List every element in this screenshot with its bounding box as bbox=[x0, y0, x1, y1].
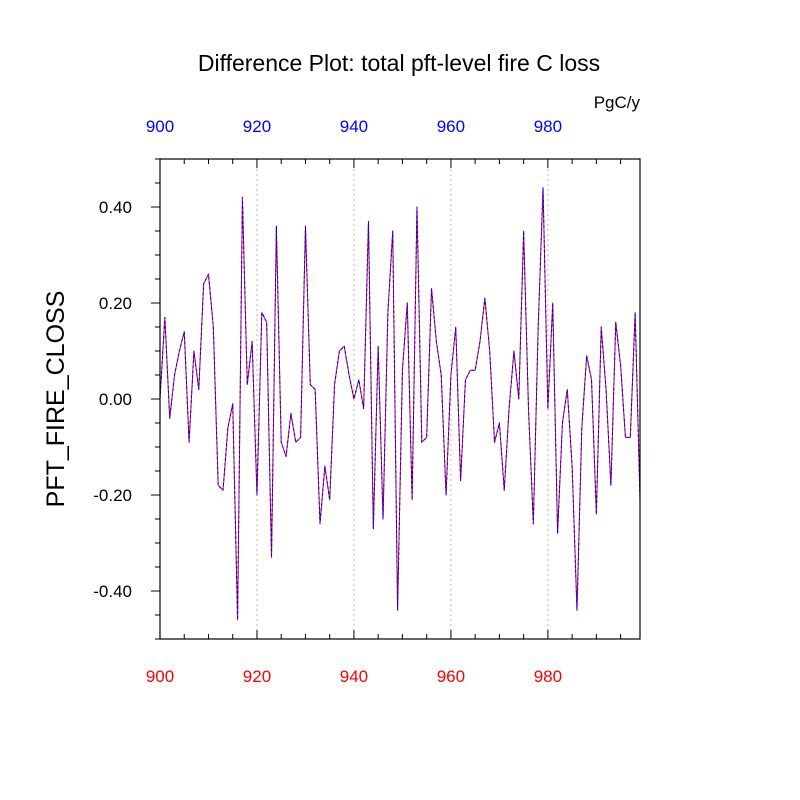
x-tick-label-top: 980 bbox=[534, 117, 562, 136]
x-tick-label-bottom: 960 bbox=[437, 667, 465, 686]
axis-ticks bbox=[151, 158, 622, 640]
x-tick-label-top: 940 bbox=[340, 117, 368, 136]
chart-title: Difference Plot: total pft-level fire C … bbox=[198, 50, 600, 76]
tick-labels: 900 900 920 920 940 940 960 960 980 980 -0.40 -0.20… bbox=[93, 117, 562, 686]
series-line-red bbox=[159, 187, 641, 621]
y-tick-label: -0.40 bbox=[93, 582, 132, 601]
x-tick-label-bottom: 920 bbox=[243, 667, 271, 686]
x-tick-label-bottom: 980 bbox=[534, 667, 562, 686]
x-tick-label-bottom: 940 bbox=[340, 667, 368, 686]
y-tick-label: 0.00 bbox=[99, 390, 132, 409]
series-lines bbox=[159, 187, 641, 621]
x-tick-label-top: 900 bbox=[146, 117, 174, 136]
x-tick-label-top: 920 bbox=[243, 117, 271, 136]
units-label: PgC/y bbox=[594, 93, 641, 112]
y-tick-label: 0.40 bbox=[99, 198, 132, 217]
series-line-blue bbox=[159, 187, 641, 621]
x-tick-label-bottom: 900 bbox=[146, 667, 174, 686]
y-tick-label: -0.20 bbox=[93, 486, 132, 505]
y-tick-label: 0.20 bbox=[99, 294, 132, 313]
x-tick-label-top: 960 bbox=[437, 117, 465, 136]
grid-lines bbox=[256, 159, 549, 639]
y-axis-label: PFT_FIRE_CLOSS bbox=[42, 291, 70, 508]
